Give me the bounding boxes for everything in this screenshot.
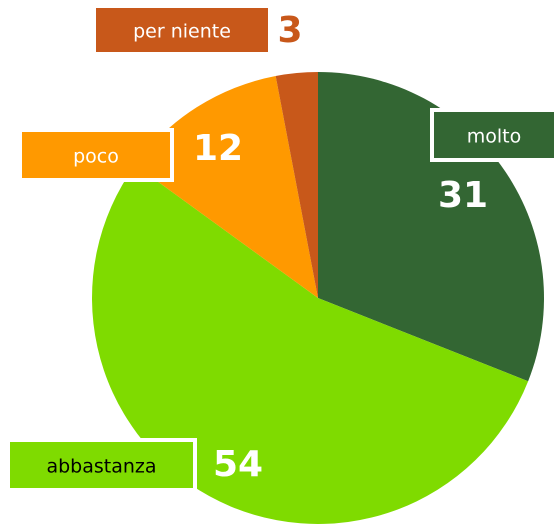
slice-value: 3 — [277, 10, 302, 51]
slice-value: 54 — [213, 444, 263, 485]
label-box — [96, 8, 268, 52]
pie-slice — [135, 76, 318, 298]
slice-label: molto — [467, 126, 522, 148]
slice-label: abbastanza — [46, 456, 156, 478]
slice-value: 31 — [438, 175, 488, 216]
slice-label: poco — [73, 146, 119, 168]
pie-slice — [275, 72, 318, 298]
label-box — [430, 108, 558, 162]
label-box — [6, 438, 197, 492]
slice-value: 12 — [193, 128, 243, 169]
slice-label: per niente — [133, 21, 231, 43]
label-box — [18, 128, 174, 182]
pie-slice — [92, 165, 529, 524]
